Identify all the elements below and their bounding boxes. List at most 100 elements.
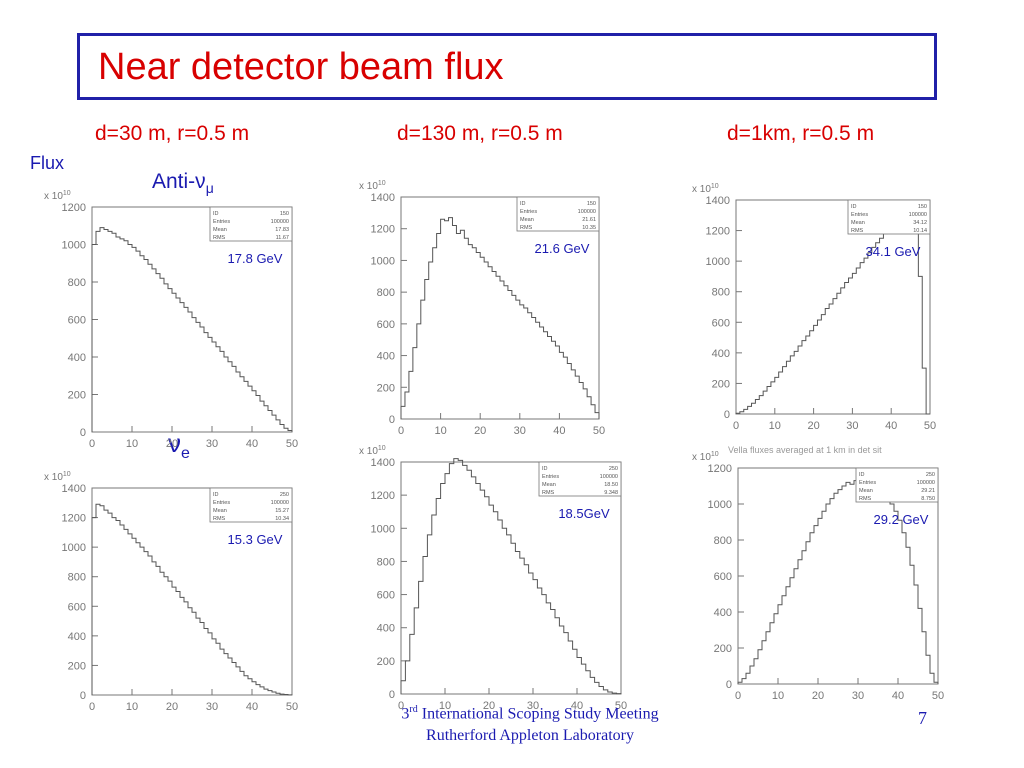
y-tick-label: 1200 <box>62 202 86 214</box>
stats-key: Entries <box>542 474 559 480</box>
x-tick-label: 50 <box>932 690 944 702</box>
chart-anti-numu-1km: x 1010 0 200 400 600 800 1000 1200 1400 0 10 20 30 40… <box>692 183 936 432</box>
y-tick-label: 600 <box>68 601 86 613</box>
stats-value: 100000 <box>271 500 289 506</box>
x-tick-label: 10 <box>126 701 138 713</box>
stats-box <box>847 199 931 235</box>
exponent-power: 10 <box>378 180 386 187</box>
x-tick-label: 20 <box>166 438 178 450</box>
x-tick-label: 10 <box>434 425 446 437</box>
stats-box <box>855 467 939 503</box>
stats-key: Entries <box>213 219 230 225</box>
stats-value: 100000 <box>271 219 289 225</box>
y-tick-label: 1200 <box>708 463 732 475</box>
y-tick-label: 400 <box>377 623 395 635</box>
stats-value: 11.67 <box>276 235 289 241</box>
x-tick-label: 40 <box>553 425 565 437</box>
stats-value: 100000 <box>578 209 596 215</box>
y-tick-label: 1400 <box>371 457 395 469</box>
stats-value: 250 <box>609 466 618 472</box>
y-tick-label: 1400 <box>371 192 395 204</box>
y-tick-label: 1000 <box>371 255 395 267</box>
y-tick-label: 200 <box>377 656 395 668</box>
stats-value: 150 <box>918 204 927 210</box>
stats-value: 9.348 <box>604 490 618 496</box>
stats-value: 15.27 <box>275 508 289 514</box>
y-tick-label: 200 <box>377 382 395 394</box>
x-tick-label: 0 <box>735 690 741 702</box>
x-tick-label: 40 <box>892 690 904 702</box>
x-tick-label: 10 <box>126 438 138 450</box>
y-tick-label: 800 <box>714 535 732 547</box>
stats-key: RMS <box>213 516 226 522</box>
stats-key: Entries <box>520 209 537 215</box>
y-tick-label: 600 <box>68 315 86 327</box>
stats-key: RMS <box>859 496 872 502</box>
x-tick-label: 40 <box>885 420 897 432</box>
y-tick-label: 600 <box>712 317 730 329</box>
stats-key: Mean <box>859 488 873 494</box>
mean-energy-label: 18.5GeV <box>558 506 610 521</box>
stats-key: Mean <box>542 482 556 488</box>
footer-sup: rd <box>409 704 418 715</box>
stats-key: Mean <box>213 508 227 514</box>
x-tick-label: 40 <box>246 438 258 450</box>
exponent-label: x 1010 <box>359 445 386 457</box>
stats-key: ID <box>213 492 219 498</box>
stats-value: 100000 <box>909 212 927 218</box>
exponent-power: 10 <box>711 183 719 190</box>
chart-nue-30m: x 1010 0 200 400 600 800 1000 1200 1400 0 10 20 30 40… <box>44 471 298 713</box>
stats-value: 250 <box>926 472 935 478</box>
stats-box <box>209 206 293 242</box>
y-tick-label: 400 <box>68 631 86 643</box>
y-tick-label: 400 <box>377 351 395 363</box>
histogram-line <box>400 458 622 695</box>
stats-value: 29.21 <box>921 488 935 494</box>
y-tick-label: 0 <box>80 427 86 439</box>
stats-key: Mean <box>851 220 865 226</box>
stats-key: ID <box>520 201 526 207</box>
stats-key: ID <box>542 466 548 472</box>
x-tick-label: 0 <box>733 420 739 432</box>
column-heading-130m: d=130 m, r=0.5 m <box>397 122 563 145</box>
stats-box <box>209 487 293 523</box>
y-tick-label: 800 <box>377 556 395 568</box>
stats-key: Mean <box>520 217 534 223</box>
exponent-power: 10 <box>63 190 71 197</box>
x-tick-label: 30 <box>206 438 218 450</box>
plot-frame <box>400 196 600 420</box>
y-tick-label: 1000 <box>706 256 730 268</box>
stats-key: RMS <box>520 225 533 231</box>
y-tick-label: 0 <box>389 414 395 426</box>
y-tick-label: 200 <box>68 660 86 672</box>
y-tick-label: 1000 <box>708 499 732 511</box>
x-tick-label: 10 <box>769 420 781 432</box>
x-tick-label: 30 <box>852 690 864 702</box>
x-tick-label: 30 <box>206 701 218 713</box>
anti-numu-subscript: μ <box>205 180 214 197</box>
stats-key: RMS <box>213 235 226 241</box>
y-tick-label: 1200 <box>371 490 395 502</box>
anti-numu-text: Anti-ν <box>152 170 206 193</box>
y-tick-label: 1000 <box>62 542 86 554</box>
x-tick-label: 30 <box>527 700 539 712</box>
y-tick-label: 400 <box>714 607 732 619</box>
exponent-label: x 1010 <box>44 190 71 202</box>
chart-anti-numu-30m: x 1010 0 200 400 600 800 1000 1200 0 10 20 30 40 50 ID… <box>44 190 298 450</box>
stats-value: 10.35 <box>582 225 596 231</box>
x-tick-label: 0 <box>398 425 404 437</box>
exponent-power: 10 <box>378 445 386 452</box>
y-tick-label: 800 <box>68 572 86 584</box>
y-tick-label: 1400 <box>62 483 86 495</box>
page-title: Near detector beam flux <box>98 46 504 88</box>
histogram-line <box>91 227 293 432</box>
x-tick-label: 50 <box>286 701 298 713</box>
x-tick-label: 40 <box>571 700 583 712</box>
stats-key: RMS <box>851 228 864 234</box>
mean-energy-label: 29.2 GeV <box>874 512 929 527</box>
stats-key: RMS <box>542 490 555 496</box>
histogram-line <box>91 503 293 696</box>
stats-key: Mean <box>213 227 227 233</box>
y-tick-label: 200 <box>68 390 86 402</box>
x-tick-label: 50 <box>615 700 627 712</box>
